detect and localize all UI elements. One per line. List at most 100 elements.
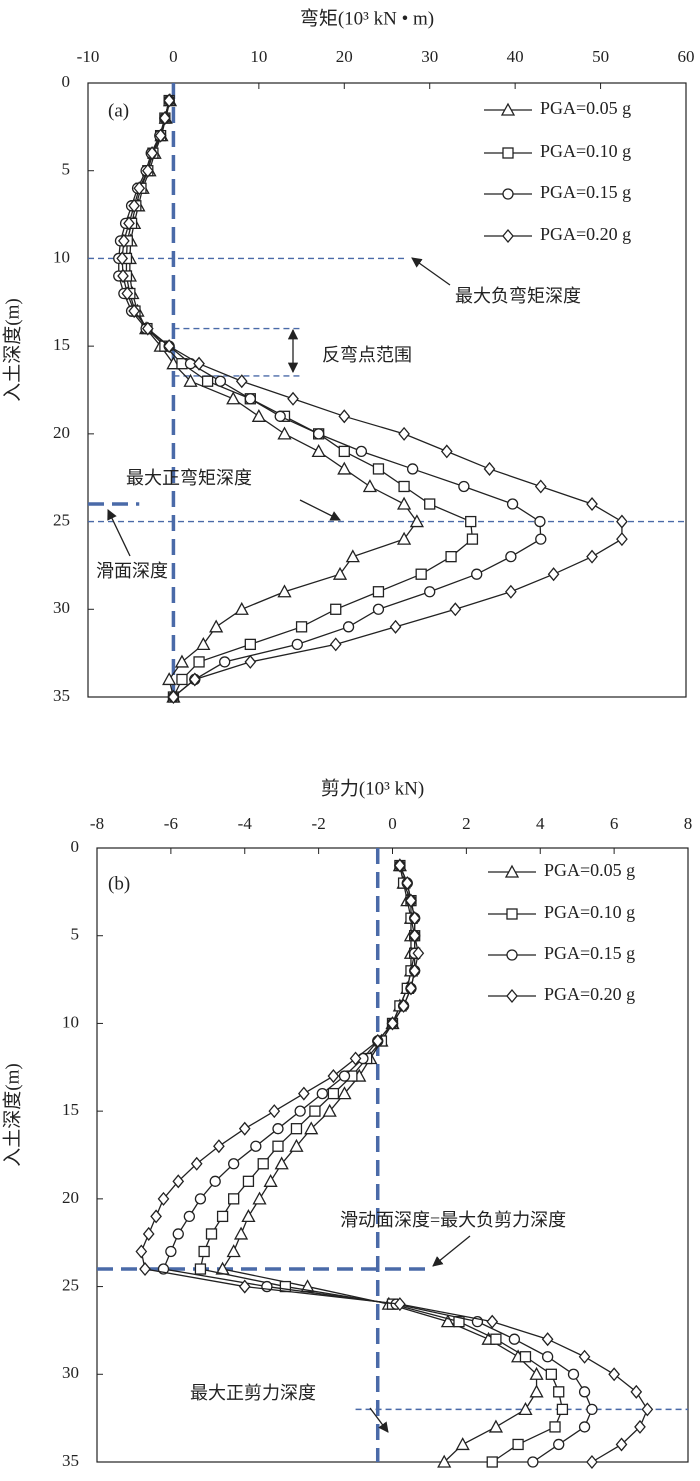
x-tick-label: -4 — [238, 814, 253, 833]
y-tick-label: 30 — [62, 1363, 79, 1382]
marker — [453, 1316, 465, 1328]
annotation-arrow — [369, 1407, 389, 1433]
x-tick-label: 0 — [388, 814, 397, 833]
marker — [194, 1193, 207, 1205]
marker — [226, 391, 241, 405]
marker — [128, 198, 140, 213]
marker — [578, 1421, 591, 1433]
marker — [505, 551, 517, 563]
marker — [408, 928, 421, 943]
marker — [338, 1070, 351, 1082]
marker — [527, 1456, 539, 1468]
marker — [401, 876, 414, 891]
marker — [386, 1016, 399, 1031]
marker — [234, 601, 249, 615]
y-tick-label: 20 — [62, 1188, 79, 1207]
marker — [329, 637, 342, 652]
x-axis-label: 弯矩(10³ kN • m) — [300, 7, 434, 29]
y-axis-label: 入土深度(m) — [1, 1063, 23, 1166]
marker — [291, 638, 303, 651]
marker — [535, 533, 547, 545]
marker — [502, 188, 514, 200]
marker — [146, 146, 158, 161]
y-tick-label: 0 — [71, 837, 80, 856]
y-tick-label: 5 — [62, 160, 71, 179]
marker — [141, 163, 154, 178]
x-tick-label: 40 — [507, 47, 524, 66]
legend-label: PGA=0.05 g — [540, 98, 631, 118]
panel-label: (a) — [108, 100, 129, 121]
x-tick-label: 4 — [536, 814, 545, 833]
legend-label: PGA=0.15 g — [544, 943, 635, 963]
marker — [634, 1419, 646, 1434]
marker — [415, 568, 427, 580]
marker — [337, 1086, 352, 1100]
x-tick-label: 6 — [610, 814, 619, 833]
marker — [486, 1456, 498, 1468]
marker — [214, 375, 227, 387]
marker — [287, 391, 299, 406]
marker — [238, 1121, 251, 1136]
marker — [586, 1403, 598, 1416]
marker — [244, 393, 256, 405]
marker — [616, 514, 628, 529]
annotation: 最大正剪力深度 — [190, 1383, 316, 1403]
panel-label: (b) — [108, 873, 130, 894]
marker — [486, 1314, 499, 1329]
marker — [449, 602, 462, 617]
marker — [241, 1209, 256, 1223]
marker — [194, 1263, 207, 1275]
marker — [117, 268, 129, 283]
marker — [608, 1367, 620, 1382]
marker — [228, 1158, 240, 1170]
marker — [440, 1314, 456, 1328]
marker — [641, 1402, 654, 1417]
marker — [167, 689, 180, 705]
marker — [133, 181, 146, 196]
marker — [250, 1140, 262, 1152]
annotation-arrow — [107, 509, 131, 557]
marker — [471, 568, 483, 580]
marker — [228, 1193, 240, 1205]
legend-label: PGA=0.10 g — [540, 141, 631, 161]
marker — [163, 339, 176, 354]
marker — [277, 426, 292, 440]
plot-frame — [96, 847, 689, 1463]
marker — [405, 893, 417, 908]
marker — [398, 426, 410, 441]
marker — [342, 621, 355, 633]
marker — [512, 1438, 524, 1451]
marker — [172, 1228, 184, 1240]
marker — [274, 1156, 289, 1170]
marker — [289, 1138, 304, 1152]
marker — [586, 1454, 598, 1470]
y-tick-label: 10 — [53, 247, 70, 266]
marker — [534, 479, 547, 494]
marker — [445, 551, 457, 563]
y-tick-label: 5 — [71, 925, 80, 944]
marker — [233, 1226, 249, 1240]
y-tick-label: 35 — [53, 686, 70, 705]
marker — [165, 1245, 177, 1258]
marker — [490, 1333, 502, 1345]
marker — [355, 445, 368, 458]
marker — [174, 654, 190, 668]
marker — [630, 1384, 643, 1399]
marker — [157, 1191, 170, 1206]
y-tick-label: 25 — [53, 510, 70, 529]
marker — [322, 1103, 337, 1117]
marker — [272, 1140, 284, 1152]
marker — [483, 461, 496, 476]
marker — [405, 981, 417, 996]
marker — [313, 428, 325, 440]
marker — [586, 497, 598, 512]
marker — [506, 908, 518, 920]
marker — [251, 408, 266, 422]
marker — [396, 531, 412, 545]
marker — [294, 1105, 306, 1117]
marker — [505, 584, 517, 599]
marker — [408, 911, 421, 926]
series-line — [118, 100, 542, 698]
